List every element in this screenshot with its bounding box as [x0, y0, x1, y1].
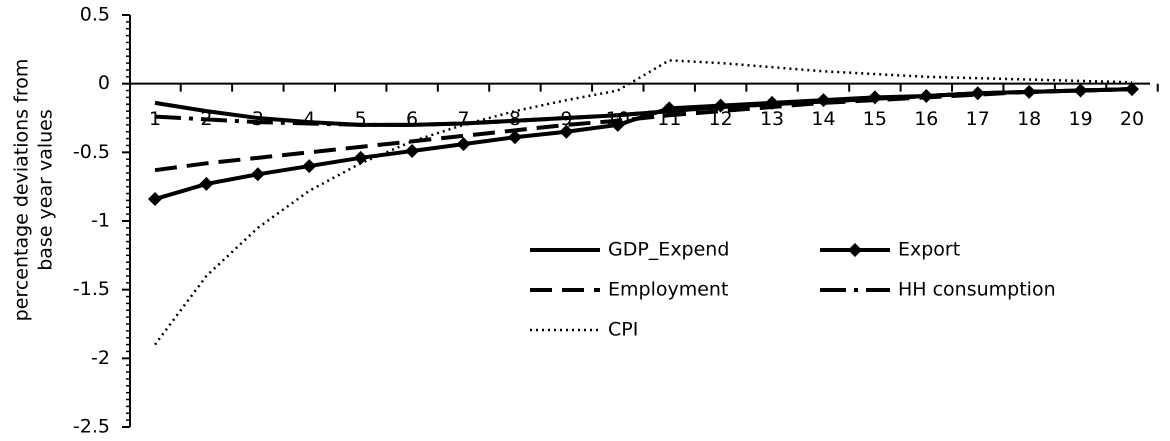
y-label: base year values	[35, 109, 57, 271]
y-tick-label: 0	[98, 72, 110, 94]
x-tick-label: 16	[914, 108, 938, 130]
legend-marker	[848, 243, 862, 257]
marker	[250, 167, 265, 182]
x-tick-label: 14	[811, 108, 835, 130]
legend-label: CPI	[608, 319, 638, 341]
y-tick-label: -0.5	[73, 141, 110, 163]
marker	[507, 130, 522, 145]
x-tick-label: 4	[303, 108, 315, 130]
y-tick-label: -2	[91, 347, 110, 369]
y-label: percentage deviations from	[11, 59, 33, 322]
y-tick-label: -2.5	[73, 416, 110, 438]
x-tick-label: 18	[1017, 108, 1041, 130]
marker	[970, 86, 985, 101]
y-tick-label: -1	[91, 210, 110, 232]
x-tick-label: 1	[149, 108, 161, 130]
series-line	[153, 59, 1133, 346]
marker	[353, 150, 368, 165]
x-tick-label: 12	[709, 108, 733, 130]
marker	[456, 137, 471, 152]
marker	[302, 159, 317, 174]
marker	[148, 192, 162, 207]
y-tick-label: 0.5	[80, 4, 110, 26]
series-line	[154, 87, 1133, 173]
x-tick-label: 13	[760, 108, 784, 130]
x-tick-label: 19	[1068, 108, 1092, 130]
series-line	[154, 87, 1133, 201]
x-tick-label: 17	[966, 108, 990, 130]
x-tick-label: 20	[1120, 108, 1144, 130]
x-tick-label: 15	[863, 108, 887, 130]
marker	[559, 124, 574, 139]
legend-label: HH consumption	[898, 279, 1056, 301]
y-tick-label: -1.5	[73, 278, 110, 300]
series-line	[154, 87, 1133, 127]
x-tick-label: 7	[457, 108, 469, 130]
legend-label: GDP_Expend	[608, 239, 729, 261]
marker	[405, 143, 420, 158]
legend-label: Export	[898, 239, 960, 261]
marker	[199, 176, 214, 191]
legend-label: Employment	[608, 279, 728, 301]
